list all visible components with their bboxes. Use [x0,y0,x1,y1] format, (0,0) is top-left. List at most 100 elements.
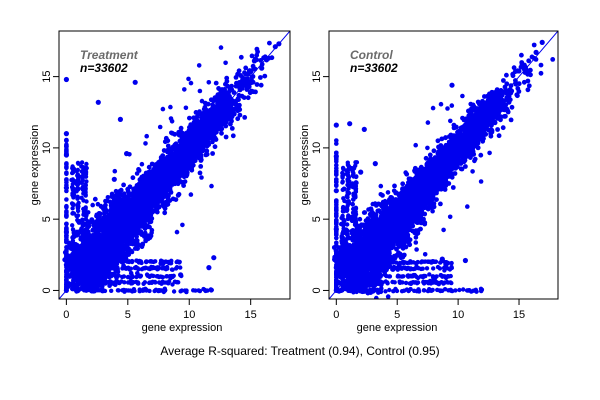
data-point [64,203,69,209]
data-point [171,146,177,152]
data-point [64,171,69,177]
data-point [157,186,163,191]
data-point [146,164,152,170]
data-point [163,158,168,164]
data-point [147,181,153,186]
data-point [82,190,88,196]
data-point [70,170,75,176]
data-point [158,160,164,166]
data-point [222,111,228,117]
data-point [224,75,230,81]
data-point [217,126,223,132]
data-point [233,75,239,80]
data-point [196,288,201,293]
data-point [155,200,161,206]
data-point [196,153,202,159]
data-point [153,288,158,293]
data-point [210,107,216,113]
data-point [170,267,175,272]
data-point [160,266,165,271]
data-point [70,187,76,192]
treatment-points [62,40,282,295]
data-point [70,206,75,211]
data-point [194,125,200,131]
data-point [151,200,157,205]
data-point [75,194,80,199]
data-point [64,197,69,202]
data-point [253,89,258,95]
data-point [174,154,180,160]
data-point [219,130,224,136]
data-point [149,266,154,271]
data-point [79,164,84,169]
data-point [156,182,162,188]
data-point [115,269,121,275]
data-point [155,196,161,202]
data-point [171,289,177,294]
data-point [84,199,89,204]
data-point [64,277,69,283]
data-point [120,274,125,280]
data-point [129,258,135,264]
data-point [175,162,181,168]
data-point [217,122,223,128]
data-point [236,92,242,98]
data-point [107,283,112,289]
data-point [126,288,131,293]
data-point [197,170,203,176]
data-point [159,281,164,286]
data-point [83,170,89,175]
data-point [162,183,168,189]
data-point [64,178,69,183]
data-point [75,160,81,166]
data-point [109,288,114,293]
data-point [255,49,260,55]
data-point [222,93,228,99]
data-point [179,288,184,293]
data-point [163,200,168,205]
data-point [188,122,194,127]
data-point [202,132,208,138]
data-point [191,129,196,135]
data-point [150,279,155,284]
data-point [154,166,160,171]
data-point [258,75,263,80]
data-point [146,273,151,278]
data-point [213,119,219,125]
data-point [155,172,161,178]
data-point [208,124,214,130]
data-point [80,176,85,181]
data-point [146,169,152,175]
data-point [172,279,178,284]
data-point [184,172,190,178]
data-point [214,111,220,117]
data-point [176,191,182,197]
data-point [163,189,169,195]
data-point [184,288,189,293]
data-point [211,111,217,117]
data-point [79,169,85,174]
data-point [208,129,214,135]
data-point [64,161,69,166]
data-point [80,186,85,191]
data-point [208,97,214,103]
data-point [237,112,243,118]
data-point [74,244,80,249]
data-point [103,202,108,208]
data-point [181,183,187,189]
data-point [199,118,205,124]
data-point [173,142,179,148]
data-point [231,106,236,112]
data-point [243,65,249,71]
data-point [196,139,202,145]
data-point [258,82,264,88]
data-point [151,180,157,185]
data-point [70,227,76,232]
data-point [75,187,80,193]
data-point [212,144,218,150]
data-point [152,188,158,194]
data-point [223,123,229,129]
data-point [147,211,153,217]
data-point [201,286,206,292]
